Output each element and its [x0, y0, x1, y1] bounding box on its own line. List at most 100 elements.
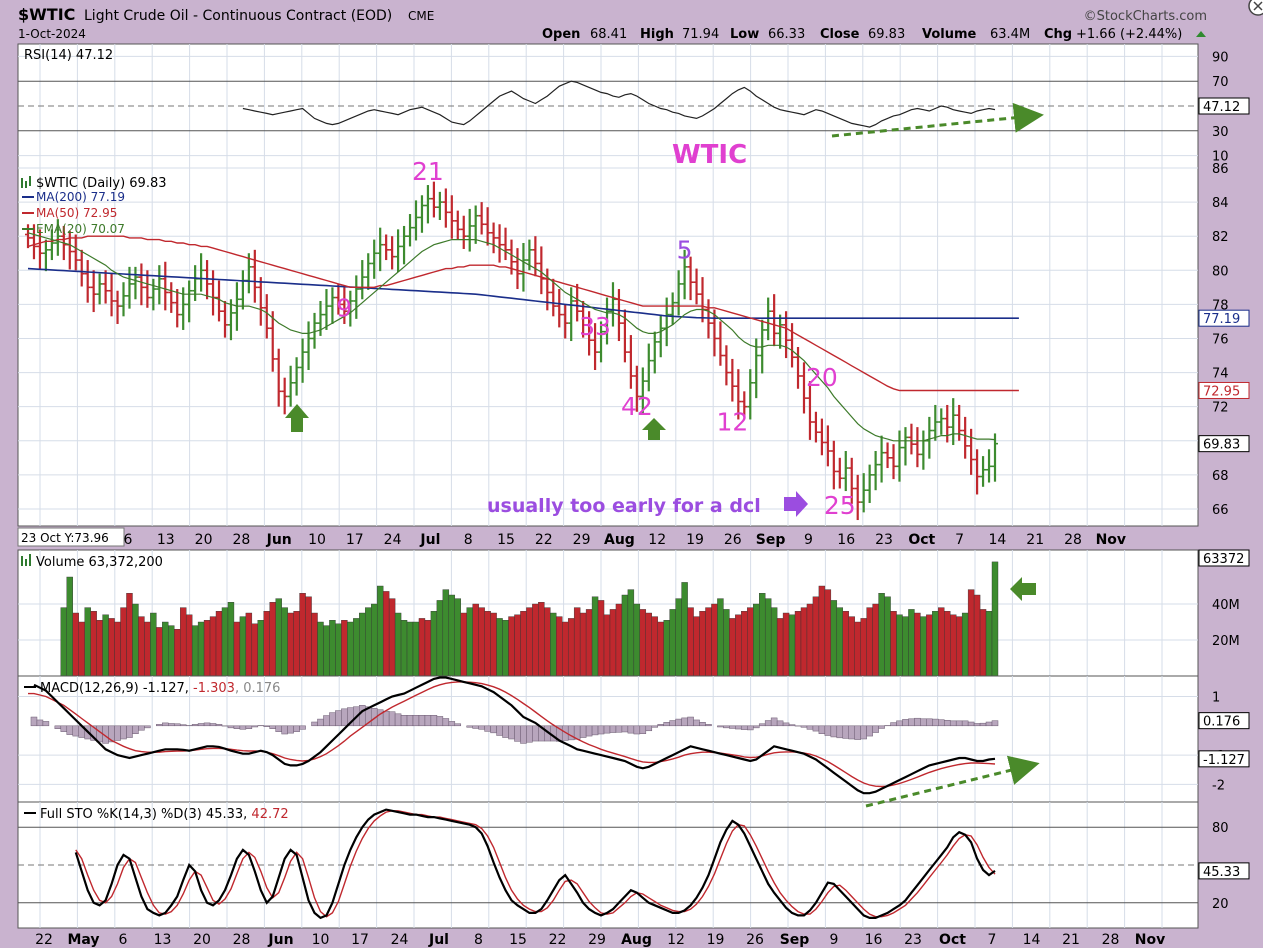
macd-histogram-bar: [42, 721, 50, 727]
price-bar: [395, 229, 402, 272]
macd-histogram-bar: [472, 725, 479, 729]
volume-bar: [287, 612, 294, 677]
volume-bar: [669, 609, 676, 677]
x-axis-label: 26: [724, 532, 742, 548]
macd-histogram-bar: [275, 725, 282, 732]
price-bar: [926, 416, 933, 459]
macd-histogram-bar: [943, 719, 951, 727]
x-axis-label: Jun: [267, 932, 293, 948]
price-bar: [251, 249, 258, 303]
macd-histogram-bar: [359, 705, 366, 727]
price-bar: [162, 261, 169, 311]
x-axis-label: 13: [154, 932, 172, 948]
macd-histogram-bar: [388, 711, 396, 727]
macd-histogram-bar: [156, 724, 163, 727]
y-tick-label: 20: [1212, 897, 1229, 912]
macd-histogram-bar: [699, 722, 706, 727]
macd-histogram-bar: [72, 725, 80, 737]
price-bar: [42, 239, 49, 272]
volume-bar: [860, 618, 867, 677]
volume-bar: [215, 611, 223, 677]
price-bar: [389, 236, 396, 270]
macd-histogram-bar: [812, 725, 820, 732]
price-bar: [78, 249, 85, 287]
x-axis-label: Nov: [1096, 532, 1126, 548]
corner-close-icon[interactable]: [1248, 0, 1263, 16]
price-bar: [950, 398, 957, 446]
x-axis-label: 23: [904, 932, 922, 948]
price-bar: [108, 273, 115, 317]
y-tick-label: 90: [1212, 50, 1229, 65]
macd-histogram-bar: [633, 725, 641, 735]
price-bar: [717, 321, 724, 366]
price-bar: [633, 365, 640, 412]
price-bar: [902, 427, 909, 466]
x-axis-label: Aug: [621, 932, 652, 948]
volume-bar: [484, 611, 491, 677]
volume-bar: [585, 609, 593, 677]
macd-histogram-bar: [454, 723, 462, 727]
price-bar: [436, 191, 443, 220]
price-bar: [478, 202, 485, 235]
price-bar: [681, 249, 688, 300]
price-bar: [800, 362, 807, 414]
macd-histogram-bar: [496, 725, 503, 736]
x-axis-label: 10: [308, 532, 326, 548]
volume-bar: [657, 621, 664, 677]
volume-bar: [675, 598, 682, 677]
x-axis-label: 8: [464, 532, 473, 548]
price-bar: [353, 275, 360, 319]
volume-bar: [926, 614, 933, 677]
price-bar: [956, 404, 963, 441]
price-bar: [771, 294, 778, 347]
macd-histogram-bar: [717, 725, 724, 728]
brand-label[interactable]: ©StockCharts.com: [1084, 9, 1207, 24]
volume-bar: [556, 616, 563, 677]
volume-bar: [138, 616, 145, 677]
price-bar: [830, 440, 837, 490]
price-bar: [729, 358, 736, 402]
x-axis-label: 28: [1102, 932, 1120, 948]
legend-label: MA(200) 77.19: [36, 190, 125, 204]
volume-bar: [114, 621, 121, 677]
macd-histogram-bar: [985, 721, 993, 727]
volume-bar: [126, 593, 133, 677]
aug-low-arrow-icon: [642, 418, 666, 440]
macd-histogram-bar: [60, 725, 68, 732]
x-axis-label: 19: [686, 532, 704, 548]
macd-histogram-bar: [800, 725, 808, 728]
volume-bar: [597, 600, 605, 677]
volume-value: 63.4M: [990, 27, 1030, 42]
x-axis-label: 8: [474, 932, 483, 948]
volume-bar: [824, 589, 832, 677]
price-bar: [132, 266, 139, 300]
price-bar: [592, 323, 599, 371]
macd-last-badge: 0.176: [1203, 715, 1240, 730]
volume-bar: [950, 614, 957, 677]
macd-histogram-bar: [687, 716, 694, 727]
rsi-trend-arrow: [831, 102, 1044, 138]
price-annotation: 12: [716, 408, 748, 437]
macd-histogram-bar: [914, 717, 921, 727]
volume-bar: [759, 593, 766, 677]
chg-label: Chg: [1044, 27, 1072, 42]
volume-bar: [132, 603, 139, 677]
volume-bar: [430, 611, 438, 677]
volume-bar: [735, 614, 742, 677]
note-arrow-icon: [784, 491, 808, 517]
macd-histogram-bar: [209, 723, 217, 727]
volume-bar: [508, 616, 515, 677]
volume-bar: [842, 611, 849, 677]
price-bar: [383, 234, 390, 261]
macd-histogram-bar: [747, 725, 754, 731]
x-axis-label: 16: [837, 532, 855, 548]
volume-last-badge: 63372: [1203, 552, 1244, 567]
volume-bar: [275, 598, 282, 677]
price-bar: [90, 270, 97, 313]
volume-last-badge-box: [1198, 549, 1250, 567]
volume-bar: [66, 576, 73, 677]
price-bar: [872, 450, 879, 491]
macd-histogram-bar: [215, 724, 223, 727]
macd-histogram-bar: [902, 719, 909, 727]
